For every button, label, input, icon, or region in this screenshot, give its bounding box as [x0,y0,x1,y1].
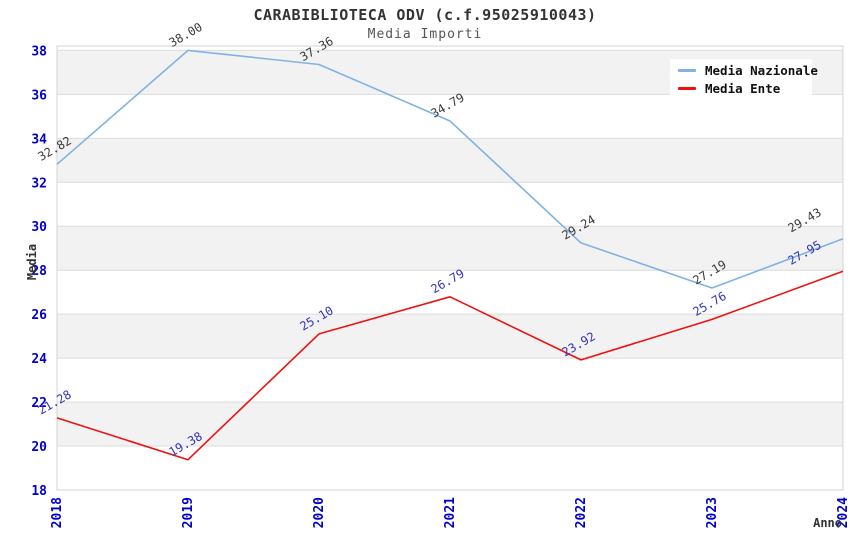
y-tick-label: 30 [31,220,47,235]
y-tick-label: 36 [31,88,47,103]
series-line [56,49,844,289]
x-tick-label: 2022 [574,497,589,528]
plot-band [57,446,843,490]
plot-band [57,358,843,403]
series-line [56,270,844,461]
legend: Media Nazionale Media Ente [670,59,818,101]
chart-title: CARABIBLIOTECA ODV (c.f.95025910043) [253,6,597,24]
y-tick-label: 34 [31,132,47,147]
y-tick-label: 20 [31,440,47,455]
x-axis-title: Anno [813,516,842,530]
y-tick-label: 26 [31,308,47,323]
plot-band [57,94,843,139]
plot-band [57,270,843,315]
x-tick-label: 2021 [443,497,458,528]
y-axis-title: Media [25,243,39,281]
x-tick-label: 2018 [50,497,65,528]
x-tick-label: 2019 [181,497,196,528]
plot-band [57,182,843,227]
line-swatch-icon [678,86,696,90]
y-tick-label: 28 [31,264,47,279]
legend-label: Media Nazionale [705,62,818,78]
legend-item-media-ente: Media Ente [670,79,812,97]
plot-band [57,314,843,359]
y-tick-label: 18 [31,484,47,499]
x-tick-label: 2024 [836,497,850,528]
legend-label: Media Ente [705,80,781,96]
plot-band [57,402,843,447]
plot-band [57,46,843,51]
y-tick-label: 22 [31,396,47,411]
plot-border [56,45,844,491]
plot-band [57,138,843,183]
legend-item-media-nazionale: Media Nazionale [670,61,818,79]
chart-subtitle: Media Importi [367,27,483,42]
line-swatch-icon [678,68,696,72]
y-tick-label: 38 [31,44,47,59]
x-tick-label: 2023 [705,497,720,528]
y-tick-label: 32 [31,176,47,191]
x-tick-label: 2020 [312,497,327,528]
plot-band [57,226,843,271]
y-tick-label: 24 [31,352,47,367]
